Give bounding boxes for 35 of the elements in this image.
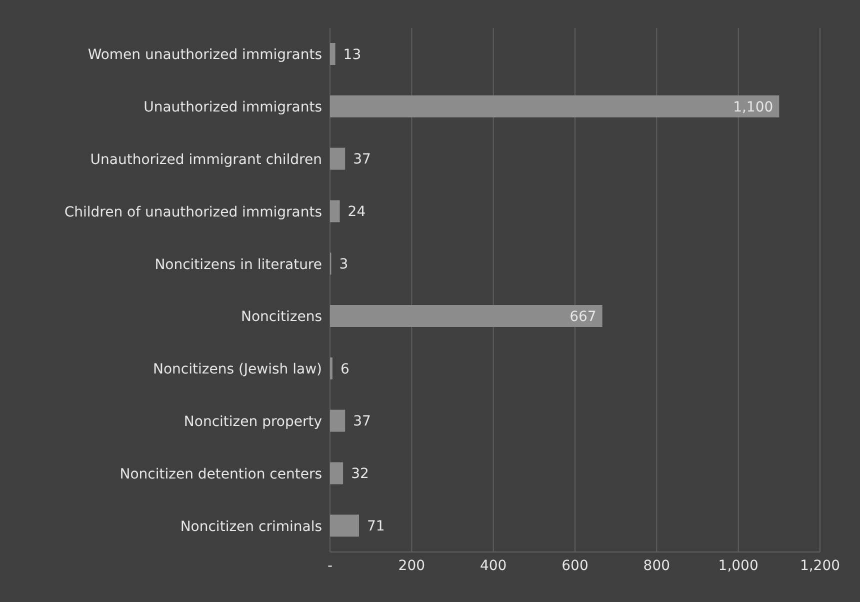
y-tick-label: Noncitizens (Jewish law)	[153, 362, 322, 378]
y-tick-label: Women unauthorized immigrants	[88, 47, 322, 64]
y-tick-label: Noncitizen detention centers	[120, 466, 322, 482]
data-label: 667	[570, 308, 596, 325]
bar	[330, 514, 359, 537]
data-label: 32	[351, 466, 369, 482]
data-label: 37	[353, 414, 371, 430]
data-label: 6	[340, 361, 350, 378]
data-label: 37	[353, 152, 371, 168]
bar	[330, 410, 346, 432]
x-tick-label: 400	[480, 558, 507, 574]
x-tick-label: 800	[643, 558, 670, 574]
x-tick-label: 600	[562, 558, 588, 574]
bar	[330, 43, 336, 65]
x-tick-label: 1,000	[718, 558, 758, 574]
y-tick-label: Unauthorized immigrant children	[90, 152, 322, 168]
data-label: 24	[348, 204, 366, 220]
bar	[330, 200, 340, 222]
bar	[330, 148, 346, 170]
y-tick-label: Noncitizens in literature	[154, 256, 322, 273]
bar	[330, 305, 602, 327]
data-label: 3	[339, 256, 348, 272]
y-tick-label: Children of unauthorized immigrants	[64, 204, 322, 220]
y-tick-label: Noncitizens	[240, 309, 322, 326]
data-label: 13	[343, 46, 362, 63]
y-tick-label: Noncitizen criminals	[180, 518, 322, 535]
bar	[330, 95, 780, 118]
x-tick-label: 200	[398, 558, 426, 574]
data-label: 1,100	[733, 99, 774, 116]
y-tick-label: Unauthorized immigrants	[144, 100, 322, 116]
x-tick-label: -	[327, 558, 333, 574]
x-tick-label: 1,200	[800, 558, 840, 574]
data-label: 71	[366, 518, 385, 534]
y-tick-label: Noncitizen property	[184, 414, 322, 430]
bar	[330, 462, 344, 484]
